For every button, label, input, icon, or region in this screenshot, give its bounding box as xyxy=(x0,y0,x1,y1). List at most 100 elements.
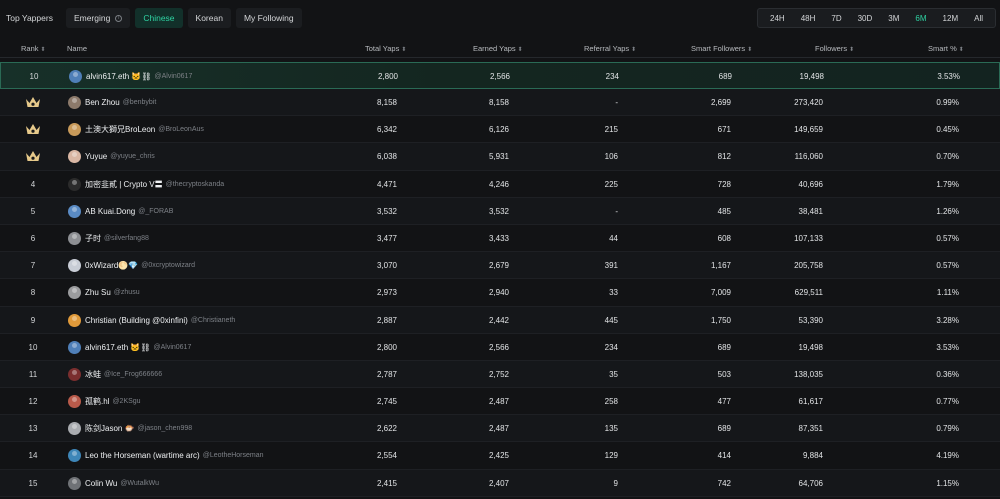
period-24h[interactable]: 24H xyxy=(770,13,785,23)
header-followers[interactable]: Followers ⬍ xyxy=(815,44,854,53)
user-cell[interactable]: 0xWizard🌕💎 @0xcryptowizard xyxy=(68,252,348,279)
header-referral-yaps[interactable]: Referral Yaps ⬍ xyxy=(584,44,636,53)
followers-value: 61,617 xyxy=(798,397,823,407)
table-row[interactable]: Ben Zhou @benbybit 8,158 8,158 - 2,699 273,420… xyxy=(0,89,1000,117)
rank-number: 12 xyxy=(28,397,38,407)
period-30d[interactable]: 30D xyxy=(857,13,873,23)
smart-pct-value: 1.26% xyxy=(936,206,959,216)
total-yaps-value: 2,800 xyxy=(376,342,397,352)
smart-pct-value: 0.36% xyxy=(936,369,959,379)
total-yaps-value: 4,471 xyxy=(376,179,397,189)
user-handle: @zhusu xyxy=(113,289,140,297)
total-yaps-value: 6,038 xyxy=(376,152,397,162)
table-row[interactable]: 10 alvin617.eth 🐱⛓ @Alvin0617 2,800 2,566 234… xyxy=(0,333,1000,361)
table-row[interactable]: 14 Leo the Horseman (wartime arc) @LeotheH… xyxy=(0,442,1000,470)
table-row[interactable]: 8 Zhu Su @zhusu 2,973 2,940 33 7,009 629,511 1.1… xyxy=(0,279,1000,307)
smart-followers-value: 728 xyxy=(717,179,731,189)
user-cell[interactable]: Christian (Building @0xinfini) @Christian… xyxy=(68,307,348,334)
smart-followers-value: 414 xyxy=(717,451,731,461)
smart-pct-value: 1.11% xyxy=(936,288,959,298)
smart-pct-value: 3.53% xyxy=(937,72,960,81)
rank-number: 10 xyxy=(28,342,38,352)
header-smart-pct[interactable]: Smart % ⬍ xyxy=(928,44,964,53)
table-row[interactable]: 4 加密韭貳 | Crypto V〓 @thecryptoskanda 4,471 4,… xyxy=(0,170,1000,198)
total-yaps-value: 2,787 xyxy=(376,369,397,379)
avatar xyxy=(69,70,82,83)
user-cell[interactable]: AB Kuai.Dong @_FORAB xyxy=(68,198,348,225)
avatar xyxy=(68,313,81,327)
table-row[interactable]: 9 Christian (Building @0xinfini) @Christia… xyxy=(0,306,1000,334)
header-rank[interactable]: Rank ⬍ xyxy=(21,44,46,53)
my-rank-row[interactable]: 10 alvin617.eth 🐱⛓ @Alvin0617 2,800 2,566 234… xyxy=(0,62,1000,89)
smart-pct-value: 0.57% xyxy=(936,233,959,243)
earned-yaps-value: 2,566 xyxy=(488,342,509,352)
referral-yaps-value: 35 xyxy=(609,369,618,379)
avatar xyxy=(68,259,81,273)
table-row[interactable]: 5 AB Kuai.Dong @_FORAB 3,532 3,532 - 485 38,481… xyxy=(0,197,1000,225)
smart-followers-value: 1,167 xyxy=(710,261,731,271)
referral-yaps-value: 391 xyxy=(604,261,618,271)
period-3m[interactable]: 3M xyxy=(888,13,900,23)
user-handle: @jason_chen998 xyxy=(137,425,193,433)
period-48h[interactable]: 48H xyxy=(800,13,816,23)
tab-korean[interactable]: Korean xyxy=(187,8,231,28)
user-cell[interactable]: 冰蛙 @Ice_Frog666666 xyxy=(68,361,348,388)
rank-cell: 6 xyxy=(22,225,44,252)
period-7d[interactable]: 7D xyxy=(831,13,842,23)
tab-chinese[interactable]: Chinese xyxy=(135,8,183,28)
followers-value: 40,696 xyxy=(798,179,823,189)
table-row[interactable]: Yuyue @yuyue_chris 6,038 5,931 106 812 116,060… xyxy=(0,143,1000,171)
referral-yaps-value: 234 xyxy=(605,72,619,81)
time-period-selector: 24H 48H 7D 30D 3M 6M 12M All xyxy=(757,8,996,28)
user-handle: @silverfang88 xyxy=(104,234,149,242)
table-row[interactable]: 15 Colin Wu @WutalkWu 2,415 2,407 9 742 64,706 1… xyxy=(0,469,1000,497)
period-all[interactable]: All xyxy=(974,13,983,23)
header-total-yaps[interactable]: Total Yaps ⬍ xyxy=(365,44,406,53)
followers-value: 64,706 xyxy=(798,478,823,488)
tab-my-following[interactable]: My Following xyxy=(235,8,302,28)
table-row[interactable]: 6 子时 @silverfang88 3,477 3,433 44 608 107,133 0.… xyxy=(0,224,1000,253)
smart-followers-value: 689 xyxy=(717,342,731,352)
referral-yaps-value: 129 xyxy=(604,451,618,461)
user-cell[interactable]: 陈剑Jason 🐡 @jason_chen998 xyxy=(68,415,348,442)
crown-icon xyxy=(25,150,41,164)
user-cell[interactable]: 子时 @silverfang88 xyxy=(68,225,348,252)
user-cell[interactable]: Colin Wu @WutalkWu xyxy=(68,470,348,497)
referral-yaps-value: 44 xyxy=(609,233,618,243)
table-row[interactable]: 土澳大獅兄BroLeon @BroLeonAus 6,342 6,126 215 671 1… xyxy=(0,116,1000,144)
period-12m[interactable]: 12M xyxy=(942,13,959,23)
tab-emerging[interactable]: Emerging i xyxy=(65,8,131,28)
rank-cell: 13 xyxy=(22,415,44,442)
user-cell[interactable]: Ben Zhou @benbybit xyxy=(68,89,348,116)
table-row[interactable]: 7 0xWizard🌕💎 @0xcryptowizard 3,070 2,679 391 1… xyxy=(0,252,1000,280)
followers-value: 87,351 xyxy=(798,424,823,434)
table-row[interactable]: 13 陈剑Jason 🐡 @jason_chen998 2,622 2,487 135 68… xyxy=(0,415,1000,443)
rank-cell: 4 xyxy=(22,171,44,198)
followers-value: 138,035 xyxy=(794,369,823,379)
rank-cell xyxy=(22,89,44,116)
info-icon[interactable]: i xyxy=(115,14,123,22)
user-cell[interactable]: 孤鹤.hl @2KSgu xyxy=(68,388,348,415)
referral-yaps-value: - xyxy=(615,98,618,107)
user-handle: @Ice_Frog666666 xyxy=(104,370,163,378)
earned-yaps-value: 6,126 xyxy=(488,125,509,135)
header-earned-yaps[interactable]: Earned Yaps ⬍ xyxy=(473,44,523,53)
user-cell[interactable]: alvin617.eth 🐱⛓ @Alvin0617 xyxy=(69,63,349,90)
user-handle: @Christianeth xyxy=(190,316,236,324)
user-display-name: Christian (Building @0xinfini) xyxy=(85,315,188,325)
user-cell[interactable]: alvin617.eth 🐱⛓ @Alvin0617 xyxy=(68,334,348,361)
tab-top-yappers[interactable]: Top Yappers xyxy=(0,8,61,28)
smart-followers-value: 485 xyxy=(717,206,731,216)
rank-cell: 14 xyxy=(22,442,44,469)
user-cell[interactable]: Yuyue @yuyue_chris xyxy=(68,143,348,170)
table-row[interactable]: 11 冰蛙 @Ice_Frog666666 2,787 2,752 35 503 138,03… xyxy=(0,360,1000,389)
header-smart-followers[interactable]: Smart Followers ⬍ xyxy=(691,44,752,53)
user-cell[interactable]: 土澳大獅兄BroLeon @BroLeonAus xyxy=(68,116,348,143)
user-cell[interactable]: 加密韭貳 | Crypto V〓 @thecryptoskanda xyxy=(68,171,348,198)
user-cell[interactable]: Leo the Horseman (wartime arc) @LeotheHor… xyxy=(68,442,348,469)
period-6m[interactable]: 6M xyxy=(915,13,927,23)
table-row[interactable]: 12 孤鹤.hl @2KSgu 2,745 2,487 258 477 61,617 0.77% xyxy=(0,388,1000,416)
user-cell[interactable]: Zhu Su @zhusu xyxy=(68,279,348,306)
avatar xyxy=(68,150,81,164)
smart-followers-value: 689 xyxy=(717,424,731,434)
